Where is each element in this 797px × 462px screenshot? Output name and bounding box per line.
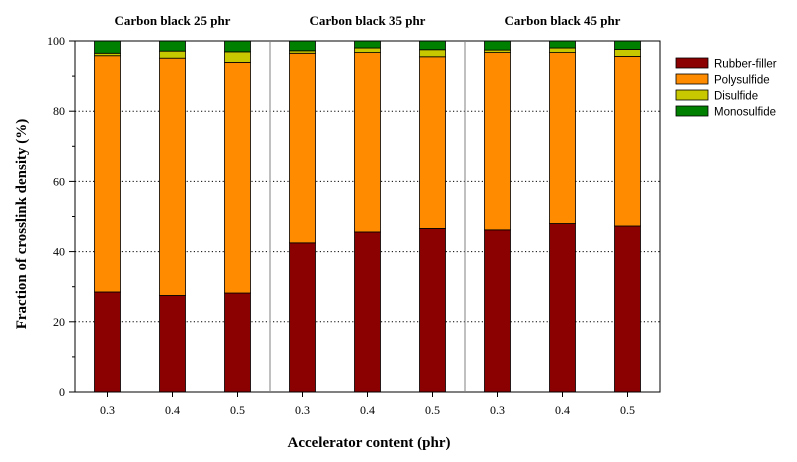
x-tick-label-8: 0.4 — [555, 403, 570, 417]
legend-swatch-polysulfide — [675, 73, 709, 85]
legend-label-polysulfide: Polysulfide — [714, 75, 770, 87]
bar-segment-disulfide-6 — [419, 49, 446, 58]
group-title-3: Carbon black 45 phr — [505, 13, 621, 28]
bar-segment-monosulfide-3 — [224, 40, 251, 53]
y-tick-label-80: 80 — [53, 104, 65, 118]
group-title-1: Carbon black 25 phr — [115, 13, 231, 28]
bar-segment-polysulfide-1 — [94, 55, 121, 293]
bar-segment-rubber-filler-3 — [224, 292, 251, 393]
bar-segment-polysulfide-3 — [224, 62, 251, 294]
bar-segment-rubber-filler-8 — [549, 223, 576, 393]
bar-segment-rubber-filler-7 — [484, 229, 511, 393]
bar-segment-rubber-filler-6 — [419, 228, 446, 393]
bar-segment-polysulfide-7 — [484, 52, 511, 231]
legend: Rubber-filler Polysulfide Disulfide Monosul… — [675, 57, 777, 119]
bar-segment-monosulfide-9 — [614, 40, 641, 50]
bar-segment-rubber-filler-5 — [354, 231, 381, 393]
bar-segment-disulfide-2 — [159, 50, 186, 59]
bar-segment-rubber-filler-4 — [289, 242, 316, 393]
bar-segment-rubber-filler-9 — [614, 225, 641, 393]
bar-segment-disulfide-9 — [614, 49, 641, 57]
bar-segment-polysulfide-9 — [614, 56, 641, 227]
bar-segment-polysulfide-5 — [354, 52, 381, 233]
bar-segment-disulfide-5 — [354, 47, 381, 53]
x-axis-title: Accelerator content (phr) — [288, 435, 451, 451]
bar-segment-monosulfide-1 — [94, 40, 121, 54]
bar-segment-monosulfide-4 — [289, 40, 316, 52]
x-tick-label-3: 0.5 — [230, 403, 245, 417]
y-axis-title: Fraction of crosslink density (%) — [14, 119, 30, 330]
y-tick-label-20: 20 — [53, 315, 65, 329]
bar-segment-monosulfide-2 — [159, 40, 186, 52]
axis-ticks: 0.3 0.4 0.5 0.3 0.4 0.5 0.3 0.4 0.5 0 20 40 60 80 100 — [47, 34, 635, 417]
legend-swatch-rubber-filler — [675, 57, 709, 69]
bar-segment-monosulfide-6 — [419, 40, 446, 51]
legend-label-rubber-filler: Rubber-filler — [714, 59, 777, 71]
group-title-2: Carbon black 35 phr — [310, 13, 426, 28]
y-tick-label-40: 40 — [53, 245, 65, 259]
bar-segment-polysulfide-2 — [159, 57, 186, 296]
x-tick-label-4: 0.3 — [295, 403, 310, 417]
bar-segment-monosulfide-5 — [354, 40, 381, 49]
y-tick-label-100: 100 — [47, 34, 65, 48]
legend-label-monosulfide: Monosulfide — [714, 107, 776, 119]
x-tick-label-7: 0.3 — [490, 403, 505, 417]
bars — [94, 40, 641, 393]
x-tick-label-9: 0.5 — [620, 403, 635, 417]
x-tick-label-5: 0.4 — [360, 403, 375, 417]
x-tick-label-1: 0.3 — [100, 403, 115, 417]
bar-segment-disulfide-8 — [549, 47, 576, 53]
bar-segment-polysulfide-8 — [549, 52, 576, 224]
x-tick-label-2: 0.4 — [165, 403, 180, 417]
bar-segment-disulfide-3 — [224, 51, 251, 63]
legend-swatch-monosulfide — [675, 105, 709, 117]
legend-label-disulfide: Disulfide — [714, 91, 758, 103]
group-titles: Carbon black 25 phr Carbon black 35 phr Ca… — [115, 13, 621, 28]
x-tick-label-6: 0.5 — [425, 403, 440, 417]
bar-segment-monosulfide-8 — [549, 40, 576, 49]
legend-swatch-disulfide — [675, 89, 709, 101]
bar-segment-rubber-filler-1 — [94, 291, 121, 393]
bar-segment-polysulfide-6 — [419, 56, 446, 229]
bar-segment-monosulfide-7 — [484, 40, 511, 51]
bar-segment-polysulfide-4 — [289, 52, 316, 244]
y-tick-label-0: 0 — [59, 385, 65, 399]
bar-segment-rubber-filler-2 — [159, 295, 186, 393]
y-tick-label-60: 60 — [53, 174, 65, 188]
